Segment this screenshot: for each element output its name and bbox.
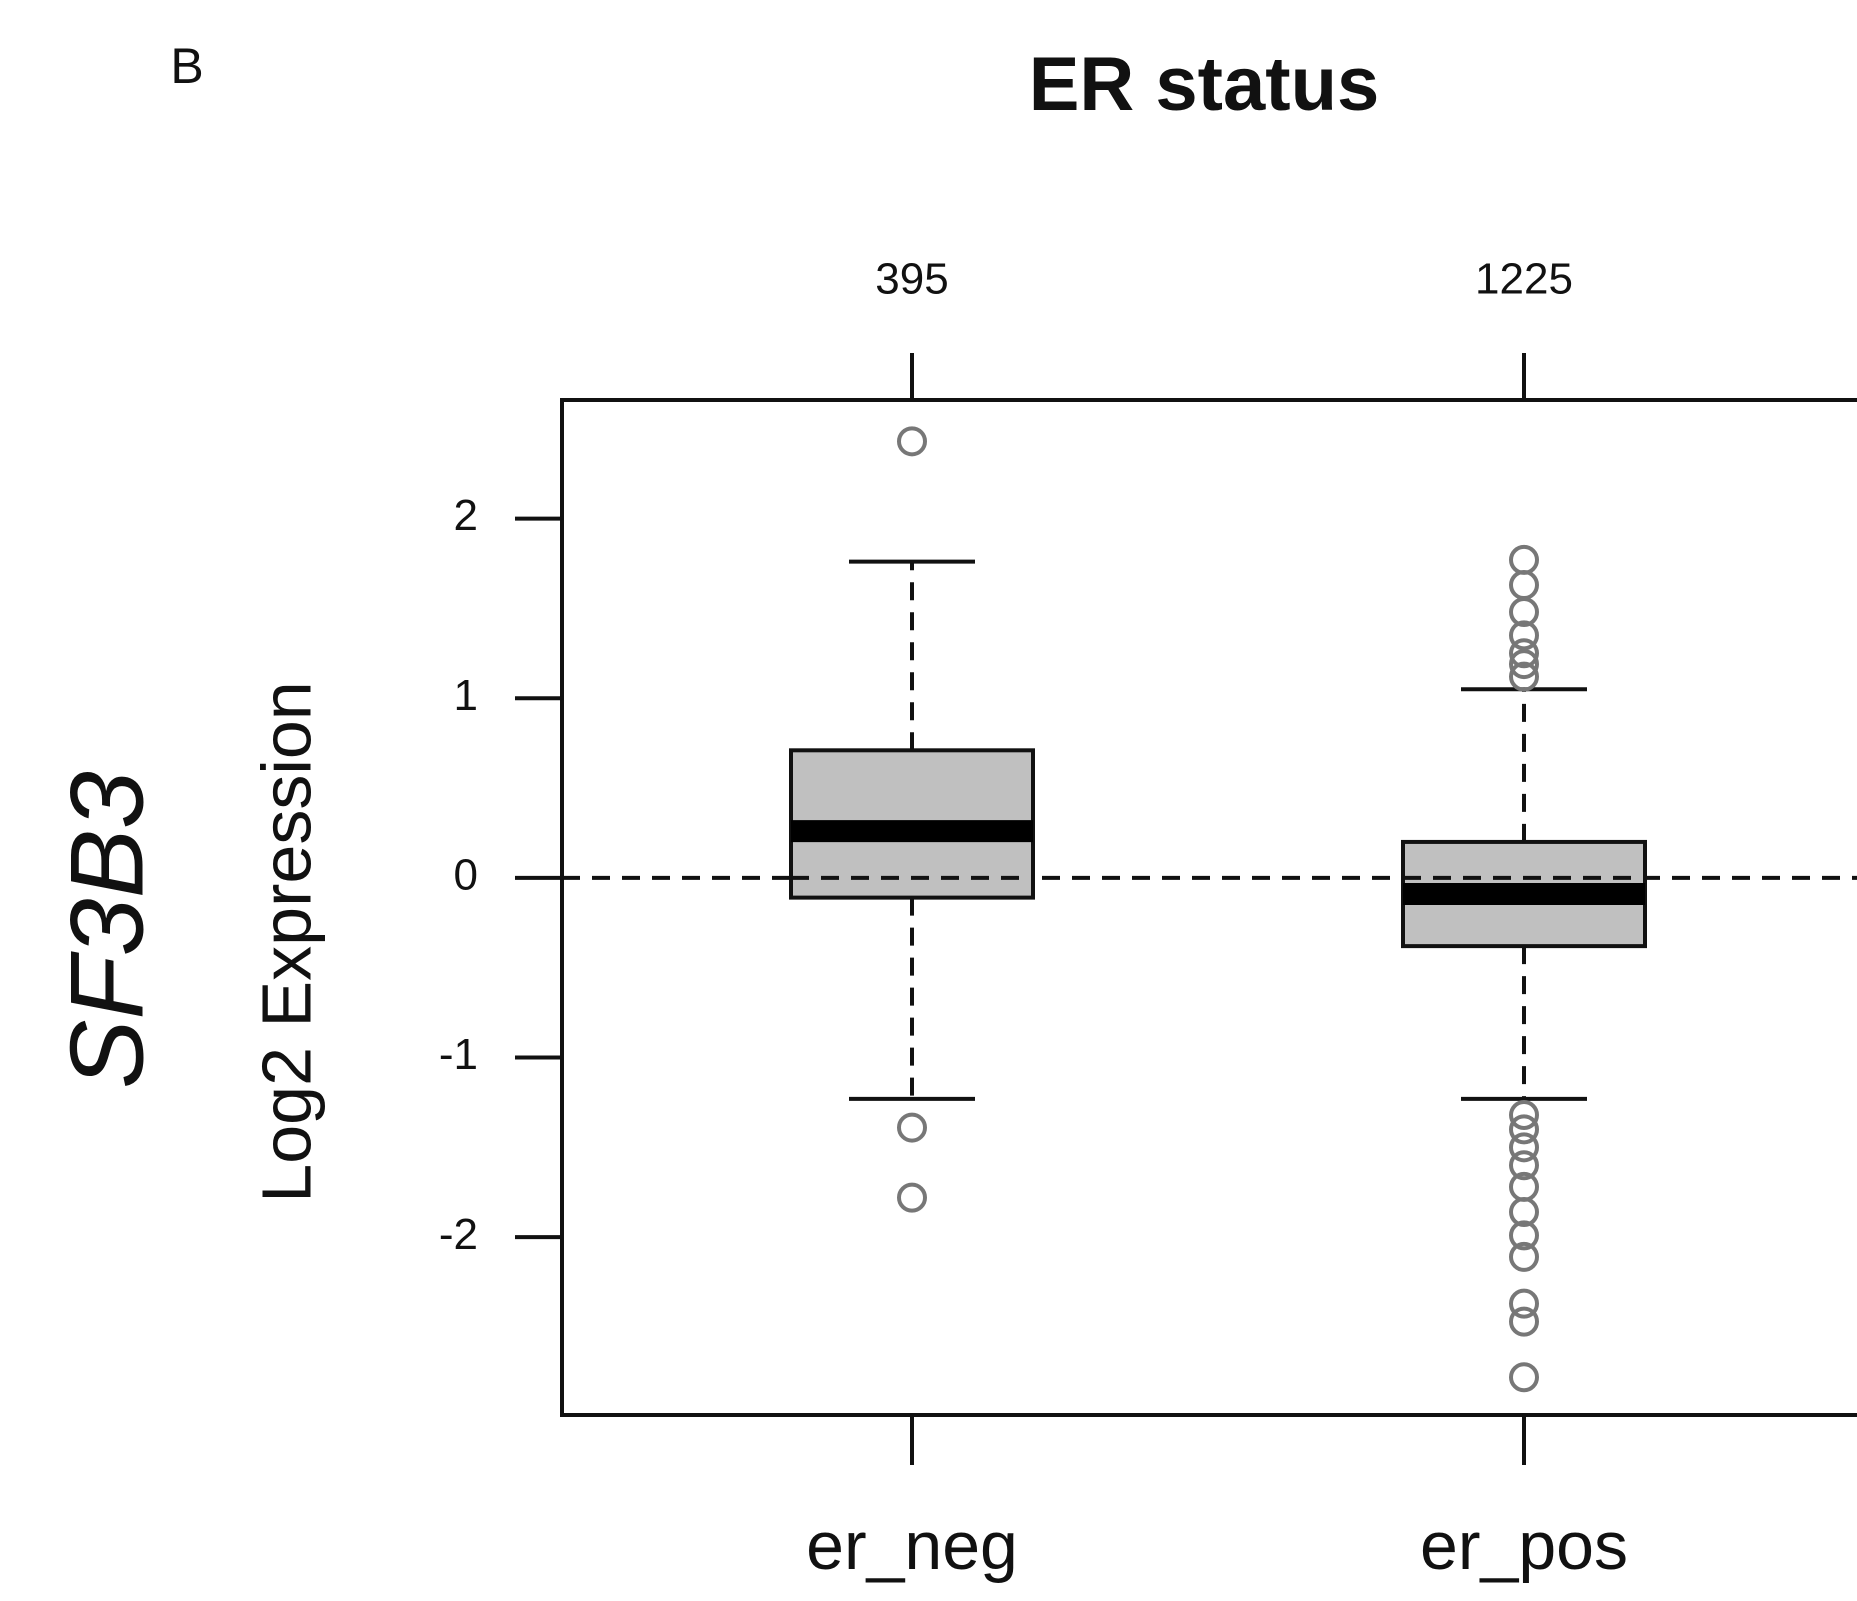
outlier	[1509, 1132, 1539, 1163]
panel-label: B	[170, 38, 203, 94]
outlier	[1509, 620, 1539, 651]
outlier	[1509, 661, 1539, 692]
y-tick-label: 0	[454, 850, 478, 899]
outlier	[1509, 1150, 1539, 1181]
outlier	[897, 1182, 927, 1213]
outlier	[1509, 1288, 1539, 1319]
outlier	[1509, 1197, 1539, 1227]
gene-label: SF3B3	[49, 771, 165, 1089]
outlier	[1509, 638, 1539, 669]
outlier	[1509, 1220, 1539, 1251]
x-tick-label: er_pos	[1420, 1508, 1628, 1584]
y-tick-label: 1	[454, 671, 478, 720]
outlier	[1509, 1114, 1539, 1145]
y-axis-label: Log2 Expression	[247, 681, 325, 1202]
outlier	[1509, 596, 1539, 627]
chart-title: ER status	[1029, 42, 1380, 127]
x-tick-label: er_neg	[806, 1508, 1018, 1584]
plot-frame	[560, 398, 1857, 1417]
outlier	[897, 426, 927, 457]
y-tick-label: 2	[454, 491, 478, 540]
count-label: 1225	[1475, 255, 1573, 304]
outlier	[1509, 1362, 1539, 1393]
y-tick-label: -2	[439, 1210, 478, 1259]
outlier	[1509, 570, 1539, 601]
outlier	[1509, 544, 1539, 575]
y-tick-label: -1	[439, 1030, 478, 1079]
outlier	[1509, 1099, 1539, 1130]
count-label: 395	[875, 255, 948, 304]
outlier	[1509, 1306, 1539, 1337]
outlier	[1509, 1241, 1539, 1272]
outlier	[897, 1112, 927, 1143]
outlier	[1509, 649, 1539, 680]
